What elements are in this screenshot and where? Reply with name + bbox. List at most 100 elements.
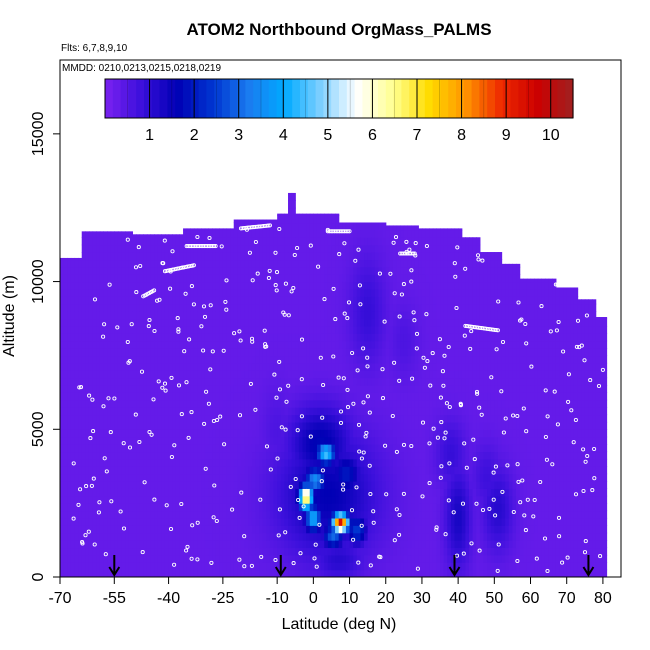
heatmap-cell (99, 436, 105, 445)
heatmap-cell (414, 444, 419, 453)
heatmap-cell (150, 488, 155, 497)
heatmap-cell (374, 532, 380, 541)
heatmap-cell (255, 488, 260, 497)
heatmap-cell (197, 318, 202, 327)
heatmap-cell (226, 259, 231, 268)
heatmap-cell (226, 355, 231, 364)
heatmap-cell (302, 333, 307, 342)
heatmap-cell (385, 259, 390, 268)
heatmap-cell (324, 259, 329, 268)
heatmap-cell (99, 444, 105, 453)
heatmap-cell (67, 392, 72, 401)
heatmap-cell (240, 219, 246, 224)
heatmap-cell (385, 525, 390, 534)
heatmap-cell (244, 562, 249, 571)
heatmap-cell (248, 569, 253, 577)
heatmap-cell (389, 444, 394, 453)
heatmap-cell (356, 488, 362, 497)
heatmap-cell (128, 421, 133, 430)
heatmap-cell (324, 436, 329, 445)
heatmap-cell (161, 444, 166, 453)
heatmap-cell (392, 444, 398, 453)
heatmap-cell (168, 532, 173, 541)
heatmap-cell (288, 340, 293, 349)
heatmap-cell (107, 311, 112, 320)
heatmap-cell (125, 466, 130, 475)
heatmap-cell (284, 532, 289, 541)
heatmap-cell (411, 296, 416, 305)
heatmap-cell (219, 370, 224, 379)
heatmap-cell (295, 532, 300, 541)
heatmap-cell (164, 414, 170, 423)
heatmap-cell (186, 466, 191, 475)
heatmap-cell (291, 229, 296, 238)
heatmap-cell (175, 421, 181, 430)
heatmap-cell (266, 562, 271, 571)
heatmap-cell (360, 318, 365, 327)
heatmap-cell (251, 259, 257, 268)
heatmap-cell (157, 407, 162, 416)
heatmap-cell (313, 503, 318, 512)
heatmap-cell (298, 429, 304, 438)
heatmap-cell (273, 384, 278, 393)
heatmap-cell (345, 237, 351, 246)
heatmap-cell (81, 525, 86, 534)
heatmap-cell (154, 525, 159, 534)
heatmap-cell (309, 384, 314, 393)
heatmap-cell (201, 525, 206, 534)
heatmap-cell (385, 436, 390, 445)
heatmap-cell (121, 414, 126, 423)
heatmap-cell (63, 296, 68, 305)
heatmap-cell (306, 392, 311, 401)
heatmap-cell (233, 288, 238, 297)
heatmap-cell (212, 414, 217, 423)
heatmap-cell (179, 473, 184, 482)
heatmap-cell (74, 318, 79, 327)
heatmap-cell (302, 451, 307, 460)
heatmap-cell (345, 377, 351, 386)
heatmap-cell (248, 525, 253, 534)
heatmap-cell (378, 288, 383, 297)
heatmap-cell (179, 370, 184, 379)
heatmap-cell (316, 355, 322, 364)
heatmap-cell (324, 525, 329, 534)
heatmap-cell (288, 333, 293, 342)
heatmap-cell (81, 370, 86, 379)
heatmap-cell (382, 562, 387, 571)
heatmap-cell (277, 377, 282, 386)
heatmap-cell (280, 325, 285, 334)
heatmap-cell (74, 436, 79, 445)
heatmap-cell (306, 348, 311, 357)
heatmap-cell (280, 399, 285, 408)
heatmap-cell (432, 540, 438, 549)
heatmap-cell (367, 311, 372, 320)
heatmap-cell (371, 473, 376, 482)
heatmap-cell (364, 244, 369, 253)
heatmap-cell (255, 266, 260, 275)
heatmap-cell (429, 333, 434, 342)
heatmap-cell (432, 303, 438, 312)
heatmap-cell (396, 466, 401, 475)
heatmap-cell (389, 303, 394, 312)
heatmap-cell (81, 554, 86, 563)
heatmap-cell (212, 288, 217, 297)
heatmap-cell (128, 377, 133, 386)
heatmap-cell (295, 495, 300, 504)
heatmap-cell (197, 495, 202, 504)
heatmap-cell (193, 444, 199, 453)
heatmap-cell (392, 503, 398, 512)
heatmap-cell (266, 237, 271, 246)
heatmap-cell (356, 222, 362, 231)
heatmap-cell (335, 266, 340, 275)
heatmap-cell (132, 244, 137, 253)
heatmap-cell (99, 384, 105, 393)
heatmap-cell (382, 488, 387, 497)
heatmap-cell (280, 370, 285, 379)
heatmap-cell (81, 562, 86, 571)
heatmap-cell (226, 517, 231, 526)
heatmap-cell (132, 569, 137, 577)
heatmap-cell (168, 237, 173, 246)
heatmap-cell (121, 503, 126, 512)
heatmap-cell (92, 384, 97, 393)
heatmap-cell (201, 318, 206, 327)
